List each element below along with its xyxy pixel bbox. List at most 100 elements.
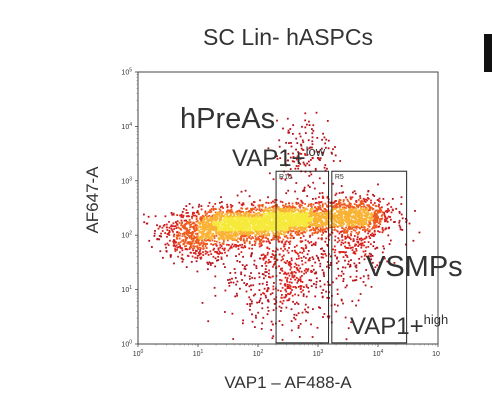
data-point bbox=[241, 222, 244, 225]
data-point bbox=[379, 211, 382, 213]
x-axis-title: VAP1 – AF488-A bbox=[224, 373, 352, 392]
data-point bbox=[280, 215, 283, 217]
data-point bbox=[264, 256, 267, 259]
data-point bbox=[323, 283, 326, 286]
data-point bbox=[303, 250, 305, 253]
data-point bbox=[375, 274, 378, 277]
data-point bbox=[387, 208, 389, 210]
data-point bbox=[400, 196, 403, 199]
data-point bbox=[171, 229, 174, 232]
data-point bbox=[184, 238, 187, 241]
data-point bbox=[267, 232, 269, 234]
data-point bbox=[307, 222, 310, 225]
data-point bbox=[176, 248, 178, 251]
data-point bbox=[319, 201, 322, 204]
data-point bbox=[280, 310, 282, 312]
data-point bbox=[401, 229, 404, 231]
data-point bbox=[257, 230, 260, 233]
data-point bbox=[285, 235, 287, 238]
data-point bbox=[209, 216, 212, 219]
data-point bbox=[361, 203, 363, 205]
data-point bbox=[259, 241, 262, 244]
data-point bbox=[235, 221, 238, 224]
data-point bbox=[260, 242, 263, 245]
data-point bbox=[198, 244, 201, 246]
data-point bbox=[211, 216, 214, 219]
data-point bbox=[344, 214, 347, 217]
data-point bbox=[161, 226, 164, 229]
data-point bbox=[354, 265, 357, 268]
data-point bbox=[304, 126, 307, 129]
data-point bbox=[176, 220, 179, 223]
data-point bbox=[304, 153, 306, 155]
data-point bbox=[254, 206, 257, 209]
data-point bbox=[342, 200, 345, 203]
data-point bbox=[398, 224, 401, 227]
data-point bbox=[248, 213, 250, 216]
data-point bbox=[301, 231, 304, 234]
data-point bbox=[218, 214, 220, 216]
data-point bbox=[189, 251, 192, 254]
data-point bbox=[169, 239, 171, 242]
data-point bbox=[259, 221, 262, 223]
data-point bbox=[302, 206, 305, 209]
data-point bbox=[336, 226, 339, 228]
data-point bbox=[230, 206, 233, 208]
data-point bbox=[226, 229, 229, 232]
data-point bbox=[306, 253, 309, 256]
data-point bbox=[328, 226, 331, 229]
data-point bbox=[345, 246, 347, 249]
data-point bbox=[325, 217, 327, 220]
data-point bbox=[284, 283, 287, 285]
data-point bbox=[367, 205, 370, 208]
data-point bbox=[175, 222, 178, 225]
data-point bbox=[200, 205, 203, 207]
data-point bbox=[247, 225, 249, 227]
data-point bbox=[288, 202, 290, 205]
data-point bbox=[191, 255, 194, 258]
data-point bbox=[289, 268, 292, 271]
data-point bbox=[289, 217, 292, 219]
data-point bbox=[214, 243, 216, 245]
data-point bbox=[263, 228, 266, 230]
data-point bbox=[226, 243, 228, 246]
data-point bbox=[256, 217, 259, 220]
data-point bbox=[169, 256, 172, 258]
data-point bbox=[303, 212, 305, 215]
data-point bbox=[259, 299, 261, 302]
data-point bbox=[300, 257, 303, 259]
data-point bbox=[362, 275, 365, 278]
data-point bbox=[192, 211, 194, 214]
data-point bbox=[268, 212, 270, 214]
data-point bbox=[300, 147, 303, 150]
data-point bbox=[196, 220, 199, 222]
data-point bbox=[360, 208, 363, 211]
data-point bbox=[208, 226, 211, 229]
data-point bbox=[339, 221, 342, 223]
data-point bbox=[200, 219, 203, 222]
data-point bbox=[373, 230, 376, 233]
data-point bbox=[352, 220, 355, 222]
data-point bbox=[273, 229, 276, 232]
data-point bbox=[215, 230, 218, 233]
population-marker-hpreas: VAP1+low bbox=[232, 144, 326, 172]
data-point bbox=[219, 206, 222, 209]
data-point bbox=[209, 264, 212, 266]
data-point bbox=[269, 261, 272, 263]
data-point bbox=[340, 216, 343, 218]
data-point bbox=[313, 222, 315, 225]
data-point bbox=[263, 212, 266, 215]
data-point bbox=[156, 238, 159, 241]
data-point bbox=[298, 132, 301, 135]
data-point bbox=[321, 220, 324, 223]
data-point bbox=[304, 224, 307, 226]
gate-r5 bbox=[331, 170, 408, 344]
data-point bbox=[381, 228, 384, 231]
data-point bbox=[251, 214, 254, 217]
data-point bbox=[246, 303, 249, 305]
data-point bbox=[240, 203, 243, 206]
data-point bbox=[262, 227, 265, 229]
data-point bbox=[405, 217, 407, 220]
data-point bbox=[233, 215, 235, 217]
data-point bbox=[299, 157, 302, 160]
